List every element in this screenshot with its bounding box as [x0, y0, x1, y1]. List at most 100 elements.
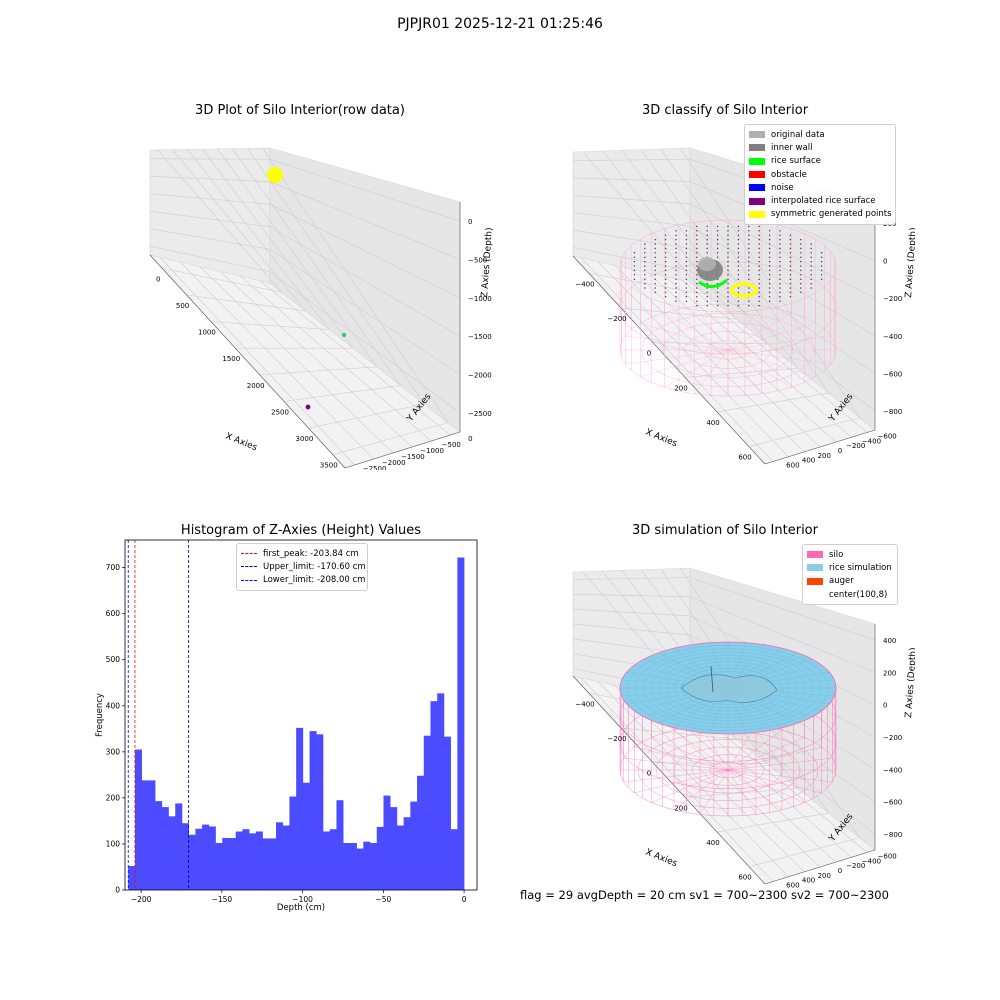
surface-point	[727, 282, 729, 285]
surface-point	[768, 300, 771, 302]
y-tick-label: 100	[106, 839, 121, 848]
x-tick-label: 1000	[198, 329, 216, 337]
classify-3d-plot: −400−2000200400600−600−400−2000200400600…	[572, 147, 915, 470]
surface-point	[789, 234, 792, 236]
surface-point	[800, 291, 802, 294]
legend-label: original data	[771, 129, 825, 140]
silo-floor-spoke	[651, 769, 729, 803]
x-axis-label: X Axies	[644, 428, 679, 450]
surface-point	[758, 287, 760, 289]
surface-point	[810, 247, 812, 250]
surface-point	[737, 260, 740, 263]
x-tick-label: 3000	[296, 435, 314, 443]
surface-point	[675, 252, 677, 254]
legend-entry: first_peak: -203.84 cm	[241, 547, 363, 560]
histogram-bar	[215, 843, 223, 890]
x-tick-label: 200	[674, 384, 687, 392]
silo-floor-spoke	[727, 757, 833, 771]
surface-point	[675, 234, 677, 236]
surface-point	[768, 269, 771, 272]
surface-point	[727, 234, 729, 236]
histogram-bar	[202, 824, 210, 890]
surface-point	[727, 291, 729, 294]
surface-point	[685, 265, 688, 267]
histogram-bar	[396, 825, 404, 890]
surface-point	[737, 291, 740, 294]
legend-label: obstacle	[771, 169, 807, 180]
grid-line	[172, 149, 306, 312]
grid-line	[269, 226, 461, 337]
silo-floor-spoke	[727, 737, 805, 771]
silo-floor-spoke	[727, 769, 783, 810]
grid-line	[601, 150, 737, 320]
surface-point	[706, 247, 708, 250]
surface-point	[727, 230, 729, 232]
grid-line	[149, 210, 271, 228]
surface-point	[664, 247, 667, 250]
silo-floor-spoke	[625, 335, 729, 351]
rice-simulation-surface	[619, 641, 837, 735]
surface-point	[644, 265, 646, 267]
surface-point	[758, 274, 760, 276]
grid-line	[262, 147, 449, 423]
legend-swatch	[241, 566, 257, 568]
surface-point	[800, 265, 802, 267]
surface-point	[768, 291, 771, 294]
surface-point	[654, 269, 656, 272]
surface-point	[644, 287, 646, 289]
silo-floor-spoke	[673, 769, 729, 810]
surface-point	[748, 225, 750, 228]
z-tick-label: −200	[883, 734, 902, 742]
histogram-bar	[316, 734, 324, 890]
grid-line	[597, 681, 789, 877]
grid-line	[187, 149, 330, 330]
histogram-bar	[423, 735, 431, 890]
histogram-bar	[155, 801, 163, 890]
silo-floor-spoke	[623, 757, 729, 771]
x-axis-line	[572, 255, 766, 465]
figure-title: PJPJR01 2025-12-21 01:25:46	[397, 16, 603, 32]
silo-floor-spoke	[727, 349, 831, 365]
surface-point	[748, 304, 750, 307]
surface-point	[685, 287, 688, 289]
surface-point	[727, 252, 729, 254]
surface-point	[779, 234, 781, 236]
grid-line	[572, 194, 691, 205]
grid-line	[149, 245, 271, 273]
legend-label: auger	[829, 576, 854, 587]
grid-line	[664, 276, 852, 438]
yellow-point-cluster	[267, 167, 283, 183]
legend-swatch	[749, 197, 765, 205]
legend-entry: original data	[749, 128, 891, 141]
histogram-bar	[457, 557, 465, 890]
surface-point	[644, 269, 646, 272]
surface-point	[654, 243, 656, 245]
surface-point	[633, 260, 636, 263]
surface-point	[654, 256, 656, 258]
grid-line	[572, 608, 691, 617]
surface-point	[685, 291, 688, 294]
surface-point	[633, 269, 636, 272]
z-tick-label: 0	[883, 702, 887, 710]
surface-point	[675, 278, 677, 280]
surface-point	[737, 225, 740, 228]
x-tick-label: 0	[647, 350, 651, 358]
legend-entry: noise	[749, 181, 891, 194]
surface-point	[716, 243, 719, 245]
y-tick-label: 0	[838, 867, 842, 875]
surface-point	[810, 256, 812, 258]
surface-point	[768, 247, 771, 250]
silo-floor-spoke	[699, 769, 729, 815]
surface-point	[654, 238, 656, 241]
surface-point	[633, 252, 636, 254]
grid-line	[597, 261, 789, 457]
z-tick-label: 200	[883, 669, 896, 677]
silo-floor-spoke	[727, 769, 805, 803]
surface-point	[727, 247, 729, 250]
surface-point	[664, 265, 667, 267]
surface-point	[789, 269, 792, 272]
surface-point	[706, 234, 708, 236]
legend-entry: rice surface	[749, 155, 891, 168]
surface-point	[685, 296, 688, 298]
surface-point	[727, 296, 729, 298]
